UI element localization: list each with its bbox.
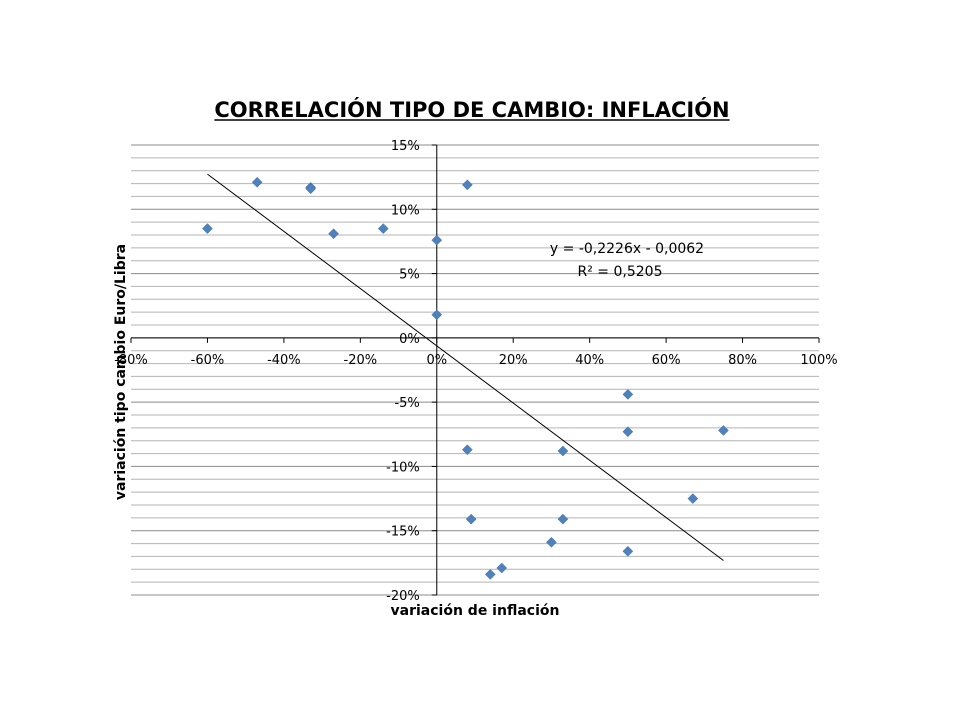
data-point — [328, 228, 339, 240]
x-axis-title: variación de inflación — [391, 603, 560, 619]
data-point — [687, 493, 699, 504]
x-tick-label: 60% — [652, 353, 681, 368]
data-point — [431, 309, 443, 321]
gridlines — [131, 144, 819, 596]
data-point — [462, 179, 473, 191]
y-tick-label: -15% — [386, 525, 420, 540]
chart-title: CORRELACIÓN TIPO DE CAMBIO: INFLACIÓN — [214, 97, 729, 122]
y-tick-label: 5% — [399, 268, 420, 283]
x-tick-label: 80% — [728, 353, 757, 368]
data-point — [305, 183, 316, 195]
x-tick-labels: -80% -60% -40% -20% 0% 20% 40% 60% 80% 100% — [114, 337, 838, 368]
data-point — [377, 223, 389, 234]
data-point — [546, 536, 557, 548]
trendline — [207, 173, 724, 561]
data-point — [557, 513, 569, 525]
data-point — [557, 445, 569, 457]
data-point — [622, 545, 634, 557]
x-tick-label: -40% — [267, 353, 301, 368]
x-tick-label: -20% — [344, 353, 378, 368]
trendline-r-squared: R² = 0,5205 — [578, 264, 663, 280]
x-tick-label: 20% — [499, 353, 528, 368]
trendline-equation: y = -0,2226x - 0,0062 — [550, 241, 704, 257]
data-point — [202, 223, 213, 234]
data-points — [202, 176, 729, 580]
data-point — [484, 569, 496, 580]
x-tick-label: 0% — [426, 353, 447, 368]
y-tick-labels: 15% 10% 5% 0% -5% -10% -15% -20% — [386, 139, 437, 604]
y-tick-label: -10% — [386, 460, 420, 475]
x-tick-label: 40% — [575, 353, 604, 368]
y-tick-label: -20% — [386, 589, 420, 604]
data-point — [251, 176, 263, 188]
data-point — [431, 234, 443, 246]
y-tick-label: 10% — [391, 203, 420, 218]
y-tick-label: 0% — [399, 332, 420, 347]
data-point — [465, 513, 477, 525]
data-point — [622, 389, 634, 400]
data-point — [622, 426, 634, 438]
y-tick-label: -5% — [394, 396, 419, 411]
x-tick-label: -60% — [191, 353, 225, 368]
data-point — [462, 444, 473, 456]
x-tick-label: -80% — [114, 353, 148, 368]
data-point — [718, 425, 729, 436]
y-tick-label: 15% — [391, 139, 420, 154]
x-tick-label: 100% — [800, 353, 837, 368]
y-axis-title: variación tipo cambio Euro/Libra — [113, 244, 129, 500]
data-point — [496, 562, 508, 574]
